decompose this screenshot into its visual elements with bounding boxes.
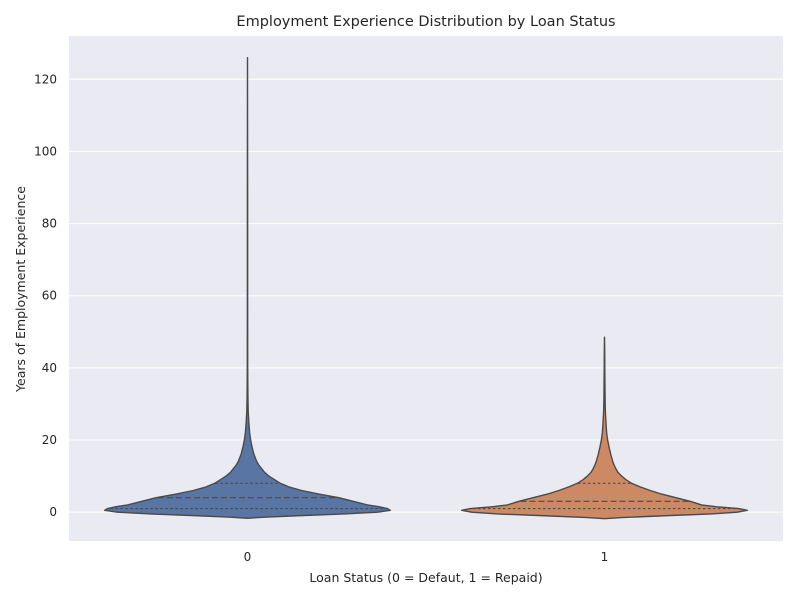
- violin-body-1: [461, 336, 748, 520]
- violins: [104, 56, 748, 520]
- y-tick-label: 80: [42, 217, 57, 231]
- y-axis-title: Years of Employment Experience: [13, 186, 28, 393]
- y-tick-label: 120: [34, 72, 57, 86]
- y-tick-label: 100: [34, 144, 57, 158]
- violin-body-0: [104, 56, 391, 519]
- y-tick-label: 40: [42, 361, 57, 375]
- y-tick-label: 0: [49, 505, 57, 519]
- grid-lines: [69, 78, 783, 513]
- x-tick-label: 1: [601, 550, 609, 564]
- x-axis-title: Loan Status (0 = Defaut, 1 = Repaid): [309, 570, 542, 585]
- y-tick-label: 60: [42, 289, 57, 303]
- x-tick-label: 0: [244, 550, 252, 564]
- plot-background: [69, 36, 783, 541]
- chart-title: Employment Experience Distribution by Lo…: [236, 14, 615, 30]
- y-tick-labels: 0 20 40 60 80 100 120: [34, 72, 57, 519]
- y-tick-label: 20: [42, 433, 57, 447]
